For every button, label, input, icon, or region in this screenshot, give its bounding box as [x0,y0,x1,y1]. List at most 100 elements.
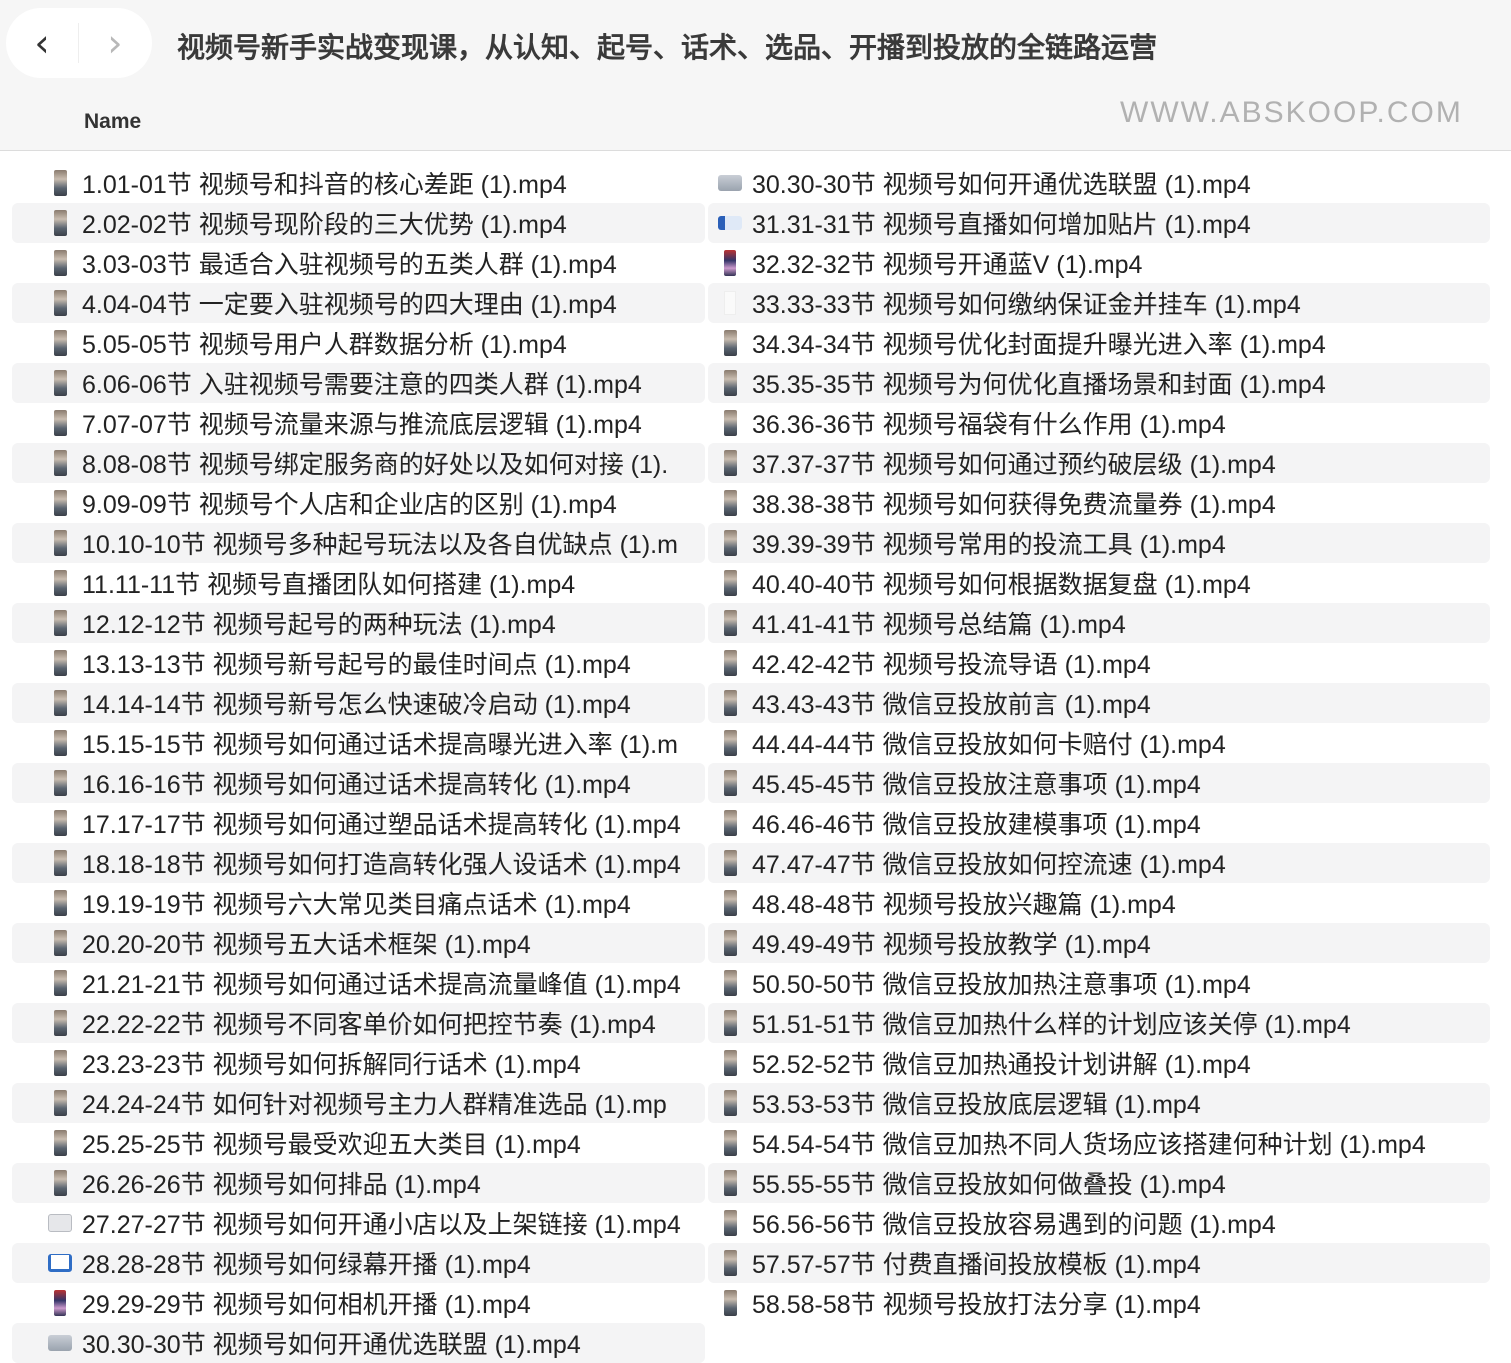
file-row[interactable]: 7.07-07节 视频号流量来源与推流底层逻辑 (1).mp4 [12,403,705,443]
file-row[interactable]: 23.23-23节 视频号如何拆解同行话术 (1).mp4 [12,1043,705,1083]
file-row[interactable]: 33.33-33节 视频号如何缴纳保证金并挂车 (1).mp4 [708,283,1490,323]
file-name: 19.19-19节 视频号六大常见类目痛点话术 (1).mp4 [82,891,631,919]
file-row[interactable]: 3.03-03节 最适合入驻视频号的五类人群 (1).mp4 [12,243,705,283]
file-row[interactable]: 27.27-27节 视频号如何开通小店以及上架链接 (1).mp4 [12,1203,705,1243]
file-name: 24.24-24节 如何针对视频号主力人群精准选品 (1).mp [82,1091,667,1119]
file-row[interactable]: 24.24-24节 如何针对视频号主力人群精准选品 (1).mp [12,1083,705,1123]
window-title: 视频号新手实战变现课，从认知、起号、话术、选品、开播到投放的全链路运营 [177,32,1158,63]
file-row[interactable]: 2.02-02节 视频号现阶段的三大优势 (1).mp4 [12,203,705,243]
video-thumbnail-icon [48,969,72,997]
file-name: 37.37-37节 视频号如何通过预约破层级 (1).mp4 [752,451,1276,479]
file-row[interactable]: 31.31-31节 视频号直播如何增加贴片 (1).mp4 [708,203,1490,243]
video-thumbnail-icon [718,1009,742,1037]
file-name: 7.07-07节 视频号流量来源与推流底层逻辑 (1).mp4 [82,411,642,439]
file-row[interactable]: 48.48-48节 视频号投放兴趣篇 (1).mp4 [708,883,1490,923]
file-row[interactable]: 20.20-20节 视频号五大话术框架 (1).mp4 [12,923,705,963]
file-name: 16.16-16节 视频号如何通过话术提高转化 (1).mp4 [82,771,631,799]
forward-button[interactable]: › [79,8,151,78]
file-name: 31.31-31节 视频号直播如何增加贴片 (1).mp4 [752,211,1251,239]
file-row[interactable]: 53.53-53节 微信豆投放底层逻辑 (1).mp4 [708,1083,1490,1123]
file-row[interactable]: 49.49-49节 视频号投放教学 (1).mp4 [708,923,1490,963]
file-row[interactable]: 16.16-16节 视频号如何通过话术提高转化 (1).mp4 [12,763,705,803]
file-row[interactable]: 43.43-43节 微信豆投放前言 (1).mp4 [708,683,1490,723]
video-thumbnail-icon [718,169,742,197]
file-row[interactable]: 11.11-11节 视频号直播团队如何搭建 (1).mp4 [12,563,705,603]
file-name: 34.34-34节 视频号优化封面提升曝光进入率 (1).mp4 [752,331,1326,359]
file-row[interactable]: 47.47-47节 微信豆投放如何控流速 (1).mp4 [708,843,1490,883]
file-row[interactable]: 35.35-35节 视频号为何优化直播场景和封面 (1).mp4 [708,363,1490,403]
file-name: 48.48-48节 视频号投放兴趣篇 (1).mp4 [752,891,1176,919]
video-thumbnail-icon [48,209,72,237]
file-row[interactable]: 57.57-57节 付费直播间投放模板 (1).mp4 [708,1243,1490,1283]
file-row[interactable]: 32.32-32节 视频号开通蓝V (1).mp4 [708,243,1490,283]
file-row[interactable]: 10.10-10节 视频号多种起号玩法以及各自优缺点 (1).m [12,523,705,563]
file-row[interactable]: 30.30-30节 视频号如何开通优选联盟 (1).mp4 [708,163,1490,203]
file-row[interactable]: 46.46-46节 微信豆投放建模事项 (1).mp4 [708,803,1490,843]
file-row[interactable]: 39.39-39节 视频号常用的投流工具 (1).mp4 [708,523,1490,563]
file-row[interactable]: 6.06-06节 入驻视频号需要注意的四类人群 (1).mp4 [12,363,705,403]
file-row[interactable]: 8.08-08节 视频号绑定服务商的好处以及如何对接 (1). [12,443,705,483]
column-header-name[interactable]: Name [84,110,142,133]
file-row[interactable]: 4.04-04节 一定要入驻视频号的四大理由 (1).mp4 [12,283,705,323]
video-thumbnail-icon [718,729,742,757]
file-row[interactable]: 9.09-09节 视频号个人店和企业店的区别 (1).mp4 [12,483,705,523]
file-row[interactable]: 12.12-12节 视频号起号的两种玩法 (1).mp4 [12,603,705,643]
file-row[interactable]: 22.22-22节 视频号不同客单价如何把控节奏 (1).mp4 [12,1003,705,1043]
file-list-right: 30.30-30节 视频号如何开通优选联盟 (1).mp4 31.31-31节 视… [708,163,1490,1323]
file-row[interactable]: 50.50-50节 微信豆投放加热注意事项 (1).mp4 [708,963,1490,1003]
file-row[interactable]: 15.15-15节 视频号如何通过话术提高曝光进入率 (1).m [12,723,705,763]
navigation-buttons: ‹ › [6,8,152,78]
file-row[interactable]: 19.19-19节 视频号六大常见类目痛点话术 (1).mp4 [12,883,705,923]
file-row[interactable]: 38.38-38节 视频号如何获得免费流量券 (1).mp4 [708,483,1490,523]
file-name: 46.46-46节 微信豆投放建模事项 (1).mp4 [752,811,1201,839]
file-row[interactable]: 36.36-36节 视频号福袋有什么作用 (1).mp4 [708,403,1490,443]
file-row[interactable]: 44.44-44节 微信豆投放如何卡赔付 (1).mp4 [708,723,1490,763]
video-thumbnail-icon [48,929,72,957]
video-thumbnail-icon [48,1049,72,1077]
file-row[interactable]: 37.37-37节 视频号如何通过预约破层级 (1).mp4 [708,443,1490,483]
video-thumbnail-icon [718,209,742,237]
toolbar: ‹ › 视频号新手实战变现课，从认知、起号、话术、选品、开播到投放的全链路运营 … [0,0,1511,151]
file-row[interactable]: 52.52-52节 微信豆加热通投计划讲解 (1).mp4 [708,1043,1490,1083]
file-row[interactable]: 5.05-05节 视频号用户人群数据分析 (1).mp4 [12,323,705,363]
file-row[interactable]: 41.41-41节 视频号总结篇 (1).mp4 [708,603,1490,643]
video-thumbnail-icon [718,369,742,397]
video-thumbnail-icon [48,849,72,877]
file-name: 32.32-32节 视频号开通蓝V (1).mp4 [752,251,1143,279]
file-name: 55.55-55节 微信豆投放如何做叠投 (1).mp4 [752,1171,1226,1199]
video-thumbnail-icon [718,649,742,677]
video-thumbnail-icon [718,969,742,997]
file-row[interactable]: 28.28-28节 视频号如何绿幕开播 (1).mp4 [12,1243,705,1283]
file-row[interactable]: 58.58-58节 视频号投放打法分享 (1).mp4 [708,1283,1490,1323]
file-row[interactable]: 25.25-25节 视频号最受欢迎五大类目 (1).mp4 [12,1123,705,1163]
file-row[interactable]: 18.18-18节 视频号如何打造高转化强人设话术 (1).mp4 [12,843,705,883]
file-name: 53.53-53节 微信豆投放底层逻辑 (1).mp4 [752,1091,1201,1119]
file-row[interactable]: 1.01-01节 视频号和抖音的核心差距 (1).mp4 [12,163,705,203]
file-row[interactable]: 56.56-56节 微信豆投放容易遇到的问题 (1).mp4 [708,1203,1490,1243]
file-row[interactable]: 14.14-14节 视频号新号怎么快速破冷启动 (1).mp4 [12,683,705,723]
file-row[interactable]: 21.21-21节 视频号如何通过话术提高流量峰值 (1).mp4 [12,963,705,1003]
file-name: 8.08-08节 视频号绑定服务商的好处以及如何对接 (1). [82,451,669,479]
video-thumbnail-icon [718,489,742,517]
file-name: 26.26-26节 视频号如何排品 (1).mp4 [82,1171,481,1199]
video-thumbnail-icon [48,809,72,837]
divider [78,23,79,63]
file-row[interactable]: 30.30-30节 视频号如何开通优选联盟 (1).mp4 [12,1323,705,1363]
video-thumbnail-icon [718,1209,742,1237]
video-thumbnail-icon [48,1329,72,1357]
file-row[interactable]: 13.13-13节 视频号新号起号的最佳时间点 (1).mp4 [12,643,705,683]
file-row[interactable]: 54.54-54节 微信豆加热不同人货场应该搭建何种计划 (1).mp4 [708,1123,1490,1163]
video-thumbnail-icon [718,569,742,597]
back-button[interactable]: ‹ [6,8,78,78]
video-thumbnail-icon [718,769,742,797]
file-row[interactable]: 40.40-40节 视频号如何根据数据复盘 (1).mp4 [708,563,1490,603]
file-row[interactable]: 29.29-29节 视频号如何相机开播 (1).mp4 [12,1283,705,1323]
file-row[interactable]: 17.17-17节 视频号如何通过塑品话术提高转化 (1).mp4 [12,803,705,843]
file-row[interactable]: 42.42-42节 视频号投流导语 (1).mp4 [708,643,1490,683]
file-row[interactable]: 34.34-34节 视频号优化封面提升曝光进入率 (1).mp4 [708,323,1490,363]
file-row[interactable]: 51.51-51节 微信豆加热什么样的计划应该关停 (1).mp4 [708,1003,1490,1043]
file-row[interactable]: 45.45-45节 微信豆投放注意事项 (1).mp4 [708,763,1490,803]
file-row[interactable]: 55.55-55节 微信豆投放如何做叠投 (1).mp4 [708,1163,1490,1203]
file-row[interactable]: 26.26-26节 视频号如何排品 (1).mp4 [12,1163,705,1203]
file-name: 22.22-22节 视频号不同客单价如何把控节奏 (1).mp4 [82,1011,656,1039]
